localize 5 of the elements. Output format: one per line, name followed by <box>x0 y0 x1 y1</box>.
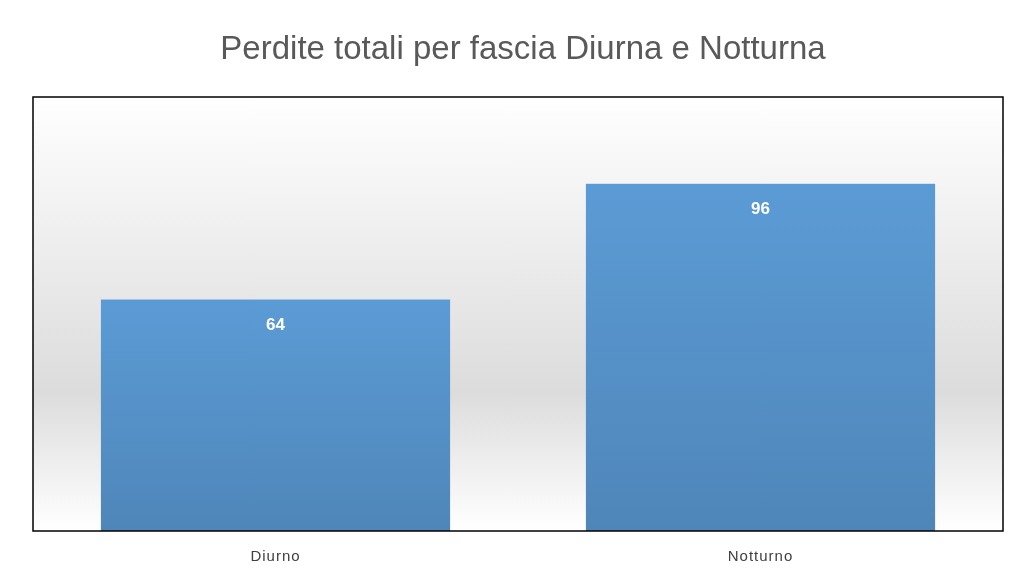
x-tick-label: Diurno <box>250 547 301 564</box>
chart-title: Perdite totali per fascia Diurna e Notturna <box>220 29 827 66</box>
data-label: 64 <box>266 314 286 334</box>
x-tick-label: Notturno <box>727 547 794 564</box>
data-label: 96 <box>751 198 770 218</box>
